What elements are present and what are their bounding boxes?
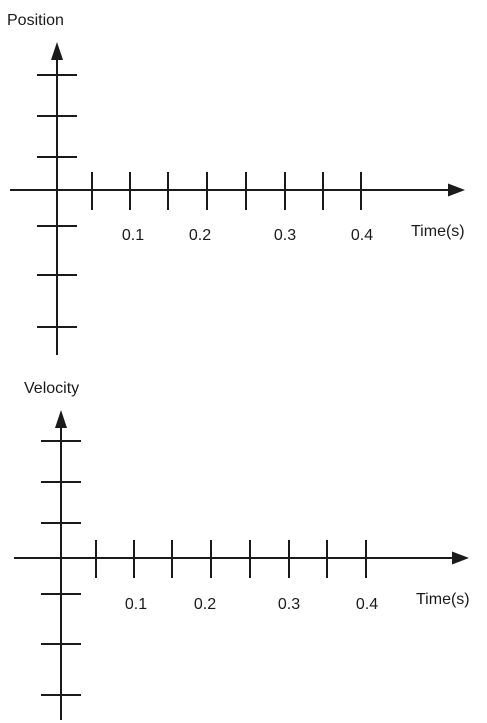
position-axis-label: Position	[7, 12, 64, 29]
velocity-axis-label: Velocity	[24, 380, 79, 397]
velocity-graph: Velocity 0.1 0.2 0.3 0.4 Time(s)	[14, 380, 470, 720]
velocity-y-arrow-icon	[55, 410, 67, 428]
velocity-time-label: Time(s)	[416, 591, 470, 608]
position-y-arrow-icon	[51, 42, 63, 60]
velocity-x-arrow-icon	[452, 551, 469, 565]
position-x-tick-label: 0.2	[189, 227, 211, 244]
velocity-x-tick-label: 0.4	[356, 596, 378, 613]
velocity-x-tick-label: 0.3	[278, 596, 300, 613]
position-x-tick-label: 0.4	[351, 227, 373, 244]
position-x-arrow-icon	[448, 183, 465, 197]
velocity-x-tick-label: 0.1	[125, 596, 147, 613]
position-graph: Position 0.1 0.2 0.3 0.4 Time(s)	[7, 12, 465, 355]
velocity-x-tick-label: 0.2	[194, 596, 216, 613]
position-time-label: Time(s)	[411, 223, 465, 240]
position-x-tick-label: 0.1	[122, 227, 144, 244]
position-x-tick-label: 0.3	[274, 227, 296, 244]
